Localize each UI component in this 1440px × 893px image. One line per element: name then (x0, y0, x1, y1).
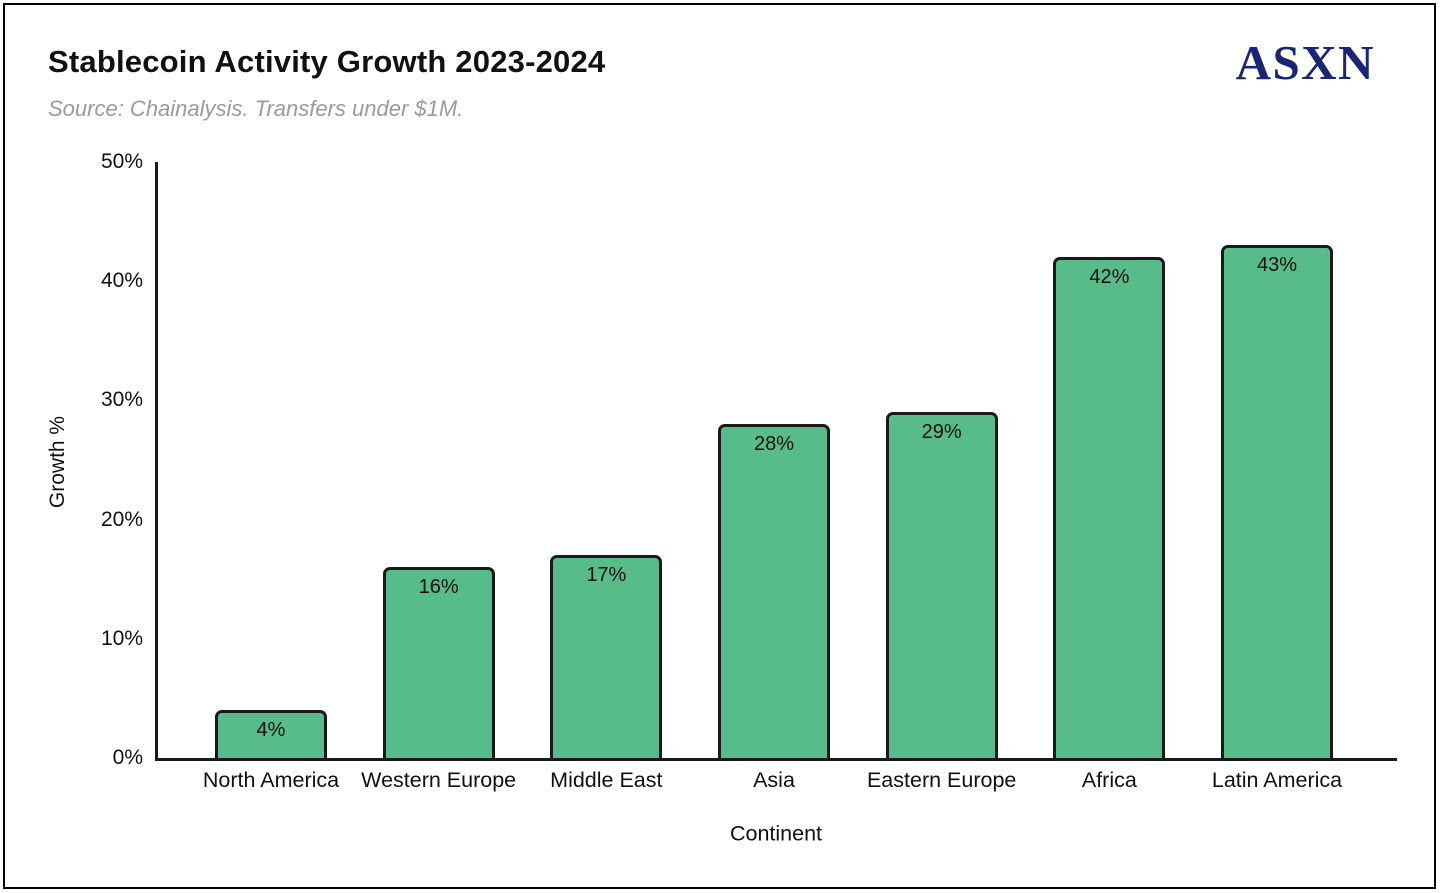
x-category-label: Middle East (550, 768, 663, 792)
y-tick-label: 10% (100, 626, 143, 650)
x-category-label: North America (202, 768, 340, 792)
bar-value-label: 29% (921, 421, 962, 444)
bar-north-america (215, 710, 327, 758)
y-tick-label: 40% (100, 269, 143, 293)
x-category-label: Latin America (1211, 768, 1343, 792)
chart-title: Stablecoin Activity Growth 2023-2024 (48, 44, 606, 79)
bar-latin-america (1221, 245, 1334, 758)
y-tick-label: 30% (100, 388, 143, 412)
x-category-label: Eastern Europe (866, 768, 1017, 792)
bar-western-europe (382, 567, 495, 758)
bar-value-label: 17% (586, 564, 627, 587)
bar-value-label: 16% (418, 576, 459, 599)
bar-value-label: 28% (753, 433, 795, 456)
asxn-logo: ASXN (1235, 35, 1375, 90)
x-category-label: Africa (1081, 768, 1137, 792)
y-tick-label: 0% (112, 746, 143, 769)
y-axis-line (155, 162, 158, 761)
bar-asia (718, 424, 830, 758)
x-category-label: Asia (753, 768, 795, 792)
bar-value-label: 42% (1089, 266, 1130, 289)
bar-eastern-europe (885, 412, 998, 758)
bar-value-label: 43% (1257, 254, 1298, 277)
x-category-label: Western Europe (361, 768, 517, 792)
bar-africa (1053, 257, 1166, 758)
chart-source-subtitle: Source: Chainalysis. Transfers under $1M… (48, 96, 464, 121)
y-tick-label: 50% (100, 150, 143, 173)
y-tick-label: 20% (100, 507, 143, 531)
bar-middle-east (550, 555, 663, 758)
x-axis-title: Continent (729, 821, 823, 846)
x-axis-line (155, 758, 1397, 761)
y-axis-title: Growth % (46, 415, 69, 509)
bar-value-label: 4% (256, 719, 286, 742)
